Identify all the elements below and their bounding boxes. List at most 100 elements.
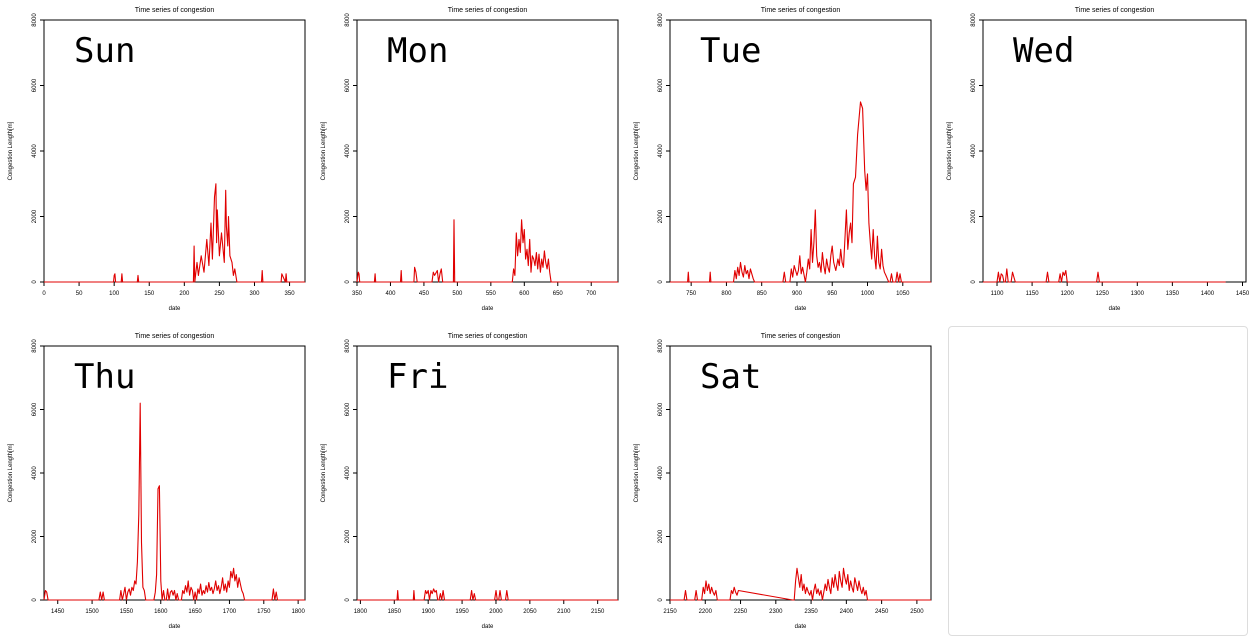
- chart-panel-tue: Time series of congestion 0 2000 4000 6000 80…: [626, 0, 939, 322]
- y-axis-label: Congestion Length[m]: [321, 121, 327, 180]
- x-tick-label: 250: [214, 291, 225, 297]
- x-tick-label: 2000: [489, 609, 503, 615]
- x-tick-label: 1750: [257, 609, 271, 615]
- x-tick-label: 150: [144, 291, 155, 297]
- day-label: Sun: [74, 31, 135, 71]
- chart-svg: Time series of congestion 0 2000 4000 6000 80…: [634, 7, 932, 312]
- chart-svg: Time series of congestion 0 2000 4000 6000 80…: [947, 7, 1250, 312]
- x-tick-label: 500: [452, 291, 463, 297]
- x-axis-label: date: [482, 624, 494, 630]
- x-tick-label: 600: [519, 291, 530, 297]
- x-axis-label: date: [482, 306, 494, 312]
- y-tick-label: 4000: [32, 466, 38, 480]
- x-tick-label: 1350: [1166, 291, 1180, 297]
- y-tick-label: 8000: [32, 13, 38, 27]
- y-tick-label: 4000: [971, 144, 977, 158]
- x-tick-label: 2050: [523, 609, 537, 615]
- y-tick-label: 0: [345, 280, 351, 284]
- congestion-series-line: [983, 268, 1226, 283]
- y-tick-label: 0: [345, 598, 351, 602]
- x-tick-label: 1800: [291, 609, 305, 615]
- y-tick-label: 0: [32, 598, 38, 602]
- y-tick-label: 8000: [971, 13, 977, 27]
- x-axis-label: date: [169, 306, 181, 312]
- x-tick-label: 2400: [840, 609, 854, 615]
- x-tick-label: 1850: [388, 609, 402, 615]
- day-label: Thu: [74, 357, 135, 397]
- x-tick-label: 350: [352, 291, 363, 297]
- y-tick-label: 2000: [345, 209, 351, 223]
- chart-panel-sun: Time series of congestion 0 2000 4000 6000 80…: [0, 0, 313, 322]
- x-tick-label: 1900: [422, 609, 436, 615]
- y-tick-label: 2000: [658, 529, 664, 543]
- y-tick-label: 0: [658, 598, 664, 602]
- y-tick-label: 6000: [658, 402, 664, 416]
- x-tick-label: 1100: [991, 291, 1005, 297]
- x-tick-label: 750: [686, 291, 697, 297]
- x-tick-label: 1450: [1236, 291, 1250, 297]
- y-tick-label: 0: [971, 280, 977, 284]
- x-tick-label: 1650: [188, 609, 202, 615]
- chart-title: Time series of congestion: [135, 333, 215, 340]
- x-tick-label: 1950: [455, 609, 469, 615]
- y-axis-label: Congestion Length[m]: [8, 443, 14, 502]
- x-tick-label: 650: [553, 291, 564, 297]
- y-tick-label: 8000: [345, 13, 351, 27]
- x-tick-label: 700: [586, 291, 597, 297]
- x-tick-label: 1800: [354, 609, 368, 615]
- day-label: Wed: [1013, 31, 1074, 71]
- y-tick-label: 2000: [32, 529, 38, 543]
- congestion-series-line: [43, 402, 305, 601]
- x-tick-label: 1450: [51, 609, 65, 615]
- x-tick-label: 400: [385, 291, 396, 297]
- day-label: Sat: [700, 357, 761, 397]
- y-tick-label: 8000: [658, 339, 664, 353]
- congestion-series-line: [670, 101, 931, 283]
- y-tick-label: 6000: [345, 78, 351, 92]
- x-tick-label: 2300: [769, 609, 783, 615]
- x-axis-label: date: [795, 306, 807, 312]
- chart-title: Time series of congestion: [1075, 7, 1155, 14]
- y-axis-label: Congestion Length[m]: [947, 121, 953, 180]
- x-axis-label: date: [169, 624, 181, 630]
- y-axis-label: Congestion Length[m]: [634, 121, 640, 180]
- y-tick-label: 6000: [32, 402, 38, 416]
- x-tick-label: 1200: [1060, 291, 1074, 297]
- congestion-series-line: [356, 219, 618, 283]
- chart-title: Time series of congestion: [448, 333, 528, 340]
- chart-svg: Time series of congestion 0 2000 4000 6000 80…: [8, 333, 306, 630]
- chart-panel-thu: Time series of congestion 0 2000 4000 6000 80…: [0, 326, 313, 640]
- y-tick-label: 6000: [658, 78, 664, 92]
- x-tick-label: 350: [285, 291, 296, 297]
- y-tick-label: 4000: [658, 466, 664, 480]
- chart-panel-sat: Time series of congestion 0 2000 4000 6000 80…: [626, 326, 939, 640]
- y-tick-label: 6000: [32, 78, 38, 92]
- x-tick-label: 300: [249, 291, 260, 297]
- chart-svg: Time series of congestion 0 2000 4000 6000 80…: [321, 7, 619, 312]
- y-tick-label: 4000: [345, 144, 351, 158]
- x-tick-label: 1400: [1201, 291, 1215, 297]
- x-tick-label: 2150: [663, 609, 677, 615]
- y-tick-label: 2000: [658, 209, 664, 223]
- day-label: Mon: [387, 31, 448, 71]
- x-tick-label: 1000: [861, 291, 875, 297]
- x-tick-label: 950: [827, 291, 838, 297]
- x-tick-label: 1300: [1131, 291, 1145, 297]
- chart-title: Time series of congestion: [448, 7, 528, 14]
- y-tick-label: 2000: [971, 209, 977, 223]
- x-tick-label: 2350: [804, 609, 818, 615]
- x-tick-label: 2250: [734, 609, 748, 615]
- x-tick-label: 0: [42, 291, 46, 297]
- x-tick-label: 2200: [699, 609, 713, 615]
- y-tick-label: 6000: [971, 78, 977, 92]
- y-axis-label: Congestion Length[m]: [634, 443, 640, 502]
- x-tick-label: 1550: [120, 609, 134, 615]
- x-tick-label: 800: [721, 291, 732, 297]
- y-tick-label: 2000: [32, 209, 38, 223]
- y-tick-label: 0: [32, 280, 38, 284]
- x-axis-label: date: [795, 624, 807, 630]
- chart-panel-mon: Time series of congestion 0 2000 4000 6000 80…: [313, 0, 626, 322]
- day-label: Tue: [700, 31, 761, 71]
- x-tick-label: 100: [109, 291, 120, 297]
